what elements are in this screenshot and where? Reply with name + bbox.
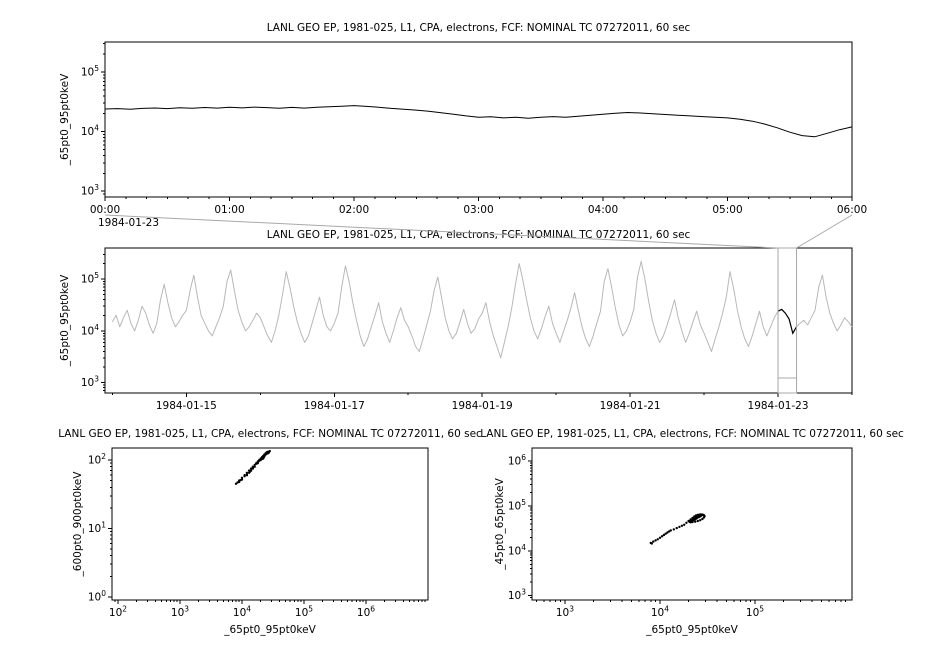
x-tick-label: 1984-01-15	[156, 400, 217, 412]
y-tick-label: 105	[81, 64, 99, 79]
context-timeseries-y-axis-label: _65pt0_95pt0keV	[59, 274, 71, 367]
context-timeseries-plot-area[interactable]	[104, 247, 853, 394]
x-tick-label: 103	[556, 605, 574, 620]
x-tick-label: 1984-01-23	[748, 400, 809, 412]
zoom-connector-left-line	[104, 214, 779, 249]
y-tick-label: 100	[88, 589, 106, 604]
zoom-context-box[interactable]	[777, 247, 798, 394]
scatter-bottom-right-y-axis-label: _45pt0_65pt0keV	[494, 477, 506, 570]
context-timeseries-highlight-segment	[777, 308, 798, 335]
x-tick-label: 1984-01-21	[600, 400, 661, 412]
y-tick-label: 104	[81, 124, 99, 139]
y-tick-label: 103	[81, 375, 99, 390]
x-tick-label: 105	[746, 605, 764, 620]
y-tick-label: 105	[81, 271, 99, 286]
scatter-bottom-left-title: LANL GEO EP, 1981-025, L1, CPA, electron…	[58, 428, 482, 440]
y-tick-label: 104	[81, 323, 99, 338]
x-tick-label: 103	[171, 605, 189, 620]
top-timeseries-series-line	[104, 105, 853, 138]
y-tick-label: 106	[508, 453, 526, 468]
scatter-bottom-left-x-axis-label: _65pt0_95pt0keV	[223, 624, 316, 636]
context-timeseries-panel: 103 104 105 1984-01-15 1984-01-17 1984-01-19 1…	[59, 229, 853, 412]
scatter-bottom-right-points	[649, 513, 706, 545]
y-tick-label: 102	[88, 452, 106, 467]
scatter-bottom-left-y-axis-label: _600pt0_900pt0keV	[72, 471, 84, 578]
scatter-bottom-left-points	[234, 449, 271, 485]
x-tick-label: 1984-01-17	[304, 400, 365, 412]
x-tick-label: 02:00	[339, 204, 369, 216]
zoom-connector-right-line	[796, 214, 853, 249]
x-tick-label: 04:00	[588, 204, 618, 216]
x-tick-label: 106	[357, 605, 375, 620]
top-timeseries-panel: 103 104 105 00:00 01:00 02:00 03:00 04:00 05:00 0…	[59, 22, 867, 229]
top-timeseries-y-axis-label: _65pt0_95pt0keV	[59, 73, 71, 166]
scatter-bottom-right-panel: 103 104 105 106 103 104 105 LANL GEO EP, 1981-0…	[480, 428, 904, 636]
zoom-link-overlay	[104, 214, 853, 394]
x-tick-label: 105	[295, 605, 313, 620]
scatter-bottom-left-plot-area[interactable]	[111, 447, 429, 601]
x-tick-label: 1984-01-19	[452, 400, 513, 412]
y-tick-label: 103	[508, 588, 526, 603]
context-timeseries-series-line	[111, 260, 853, 359]
top-timeseries-title: LANL GEO EP, 1981-025, L1, CPA, electron…	[267, 22, 691, 34]
top-timeseries-x-axis-date-label: 1984-01-23	[98, 217, 159, 229]
y-tick-label: 103	[81, 183, 99, 198]
y-tick-label: 105	[508, 498, 526, 512]
x-tick-label: 102	[109, 605, 127, 620]
y-tick-label: 101	[88, 520, 106, 535]
scatter-bottom-right-x-axis-label: _65pt0_95pt0keV	[645, 624, 738, 636]
x-tick-label: 104	[233, 605, 251, 620]
scatter-bottom-right-plot-area[interactable]	[531, 447, 853, 601]
x-tick-label: 05:00	[712, 204, 742, 216]
context-timeseries-title: LANL GEO EP, 1981-025, L1, CPA, electron…	[267, 229, 691, 241]
y-tick-label: 104	[508, 543, 526, 558]
x-tick-label: 00:00	[90, 204, 120, 216]
x-tick-label: 06:00	[837, 204, 867, 216]
scatter-bottom-right-title: LANL GEO EP, 1981-025, L1, CPA, electron…	[480, 428, 904, 440]
scatter-bottom-left-panel: 100 101 102 102 103 104 105 106 LANL GEO EP, 198…	[58, 428, 482, 636]
x-tick-label: 104	[651, 605, 669, 620]
x-tick-label: 01:00	[214, 204, 244, 216]
x-tick-label: 03:00	[463, 204, 493, 216]
